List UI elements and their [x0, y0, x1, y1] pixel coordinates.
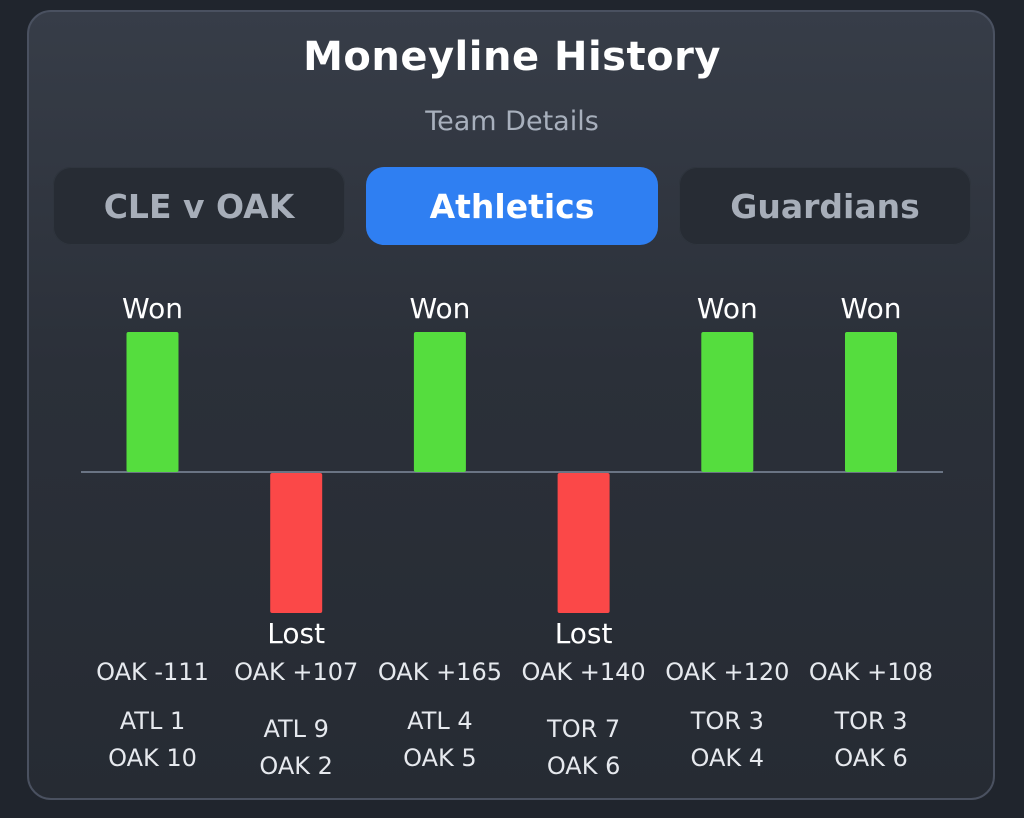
- score-label-game-5-team: OAK 4: [691, 744, 765, 772]
- bar-game-6: [845, 332, 897, 472]
- result-label-game-3: Won: [409, 292, 470, 325]
- score-label-game-2-team: OAK 2: [259, 752, 333, 780]
- bar-game-4: [557, 473, 610, 613]
- moneyline-label-game-3: OAK +165: [378, 658, 502, 686]
- result-label-game-1: Won: [122, 292, 183, 325]
- chart-subtitle: Team Details: [425, 106, 599, 137]
- score-label-game-6-opponent: TOR 3: [833, 707, 907, 735]
- bar-game-5: [701, 332, 754, 472]
- score-label-game-2-opponent: ATL 9: [263, 715, 328, 743]
- moneyline-label-game-6: OAK +108: [809, 658, 933, 686]
- result-label-game-6: Won: [841, 292, 902, 325]
- score-label-game-5-opponent: TOR 3: [690, 707, 764, 735]
- result-label-game-4: Lost: [555, 617, 613, 650]
- moneyline-label-game-1: OAK -111: [96, 658, 209, 686]
- score-label-game-6-team: OAK 6: [834, 744, 908, 772]
- score-label-game-3-team: OAK 5: [403, 744, 477, 772]
- score-label-game-1-team: OAK 10: [108, 744, 197, 772]
- moneyline-label-game-2: OAK +107: [234, 658, 358, 686]
- bar-game-2: [270, 473, 323, 613]
- moneyline-label-game-4: OAK +140: [522, 658, 646, 686]
- score-label-game-4-team: OAK 6: [547, 752, 621, 780]
- tab-matchup[interactable]: CLE v OAK: [53, 167, 345, 245]
- score-label-game-4-opponent: TOR 7: [546, 715, 620, 743]
- tab-guardians[interactable]: Guardians: [679, 167, 971, 245]
- result-label-game-2: Lost: [267, 617, 325, 650]
- tab-athletics[interactable]: Athletics: [366, 167, 658, 245]
- score-label-game-1-opponent: ATL 1: [120, 707, 185, 735]
- moneyline-label-game-5: OAK +120: [665, 658, 789, 686]
- bar-game-3: [413, 332, 466, 472]
- chart-title: Moneyline History: [303, 34, 721, 80]
- result-label-game-5: Won: [697, 292, 758, 325]
- score-label-game-3-opponent: ATL 4: [407, 707, 472, 735]
- chart-card: [27, 10, 995, 800]
- bar-game-1: [126, 332, 179, 472]
